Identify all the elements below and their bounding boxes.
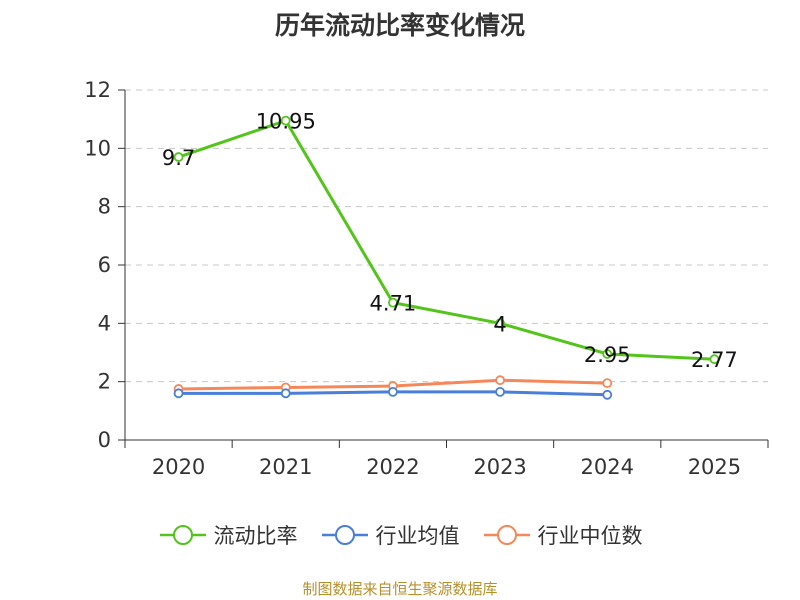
legend-marker-industry-median [483,525,530,545]
series-0-point-2023[interactable] [495,318,505,329]
data-label-2024: 2.95 [584,343,631,367]
legend-label-current-ratio: 流动比率 [213,524,298,548]
legend-item-current-ratio[interactable]: 流动比率 [158,520,298,550]
x-tick-label-2021: 2021 [259,455,312,479]
series-0-point-2024[interactable] [602,349,613,359]
legend-marker-current-ratio [159,525,206,545]
x-tick-label-2023: 2023 [473,455,526,479]
data-label-2025: 2.77 [691,348,738,372]
series-0-point-2022[interactable] [388,297,398,308]
data-label-2022: 4.71 [370,292,417,316]
series-1-point-2024[interactable] [602,389,613,400]
series-0-point-2021[interactable] [280,115,291,126]
x-tick-label-2022: 2022 [366,455,419,479]
chart-legend: 流动比率 行业均值 行业中位数 [0,520,800,550]
series-0-point-2025[interactable] [709,354,720,365]
data-label-2023: 4 [493,312,506,336]
data-label-2021: 10.95 [256,110,316,134]
legend-label-industry-mean: 行业均值 [375,524,460,548]
legend-item-industry-median[interactable]: 行业中位数 [482,520,643,550]
y-tick-label-6: 6 [98,253,111,277]
y-tick-label-10: 10 [84,136,111,160]
y-tick-label-8: 8 [98,195,111,219]
data-label-2020: 9.7 [162,146,195,170]
series-line-0 [178,119,715,361]
y-tick-label-2: 2 [98,370,111,394]
series-0-point-2020[interactable] [173,152,184,162]
series-1-point-2022[interactable] [388,386,398,397]
series-1-point-2020[interactable] [173,388,184,399]
legend-marker-industry-mean [321,525,368,545]
series-1-point-2021[interactable] [280,388,291,399]
source-note: 制图数据来自恒生聚源数据库 [302,580,498,598]
x-tick-label-2025: 2025 [688,455,741,479]
x-tick-label-2024: 2024 [581,455,634,479]
series-2-point-2024[interactable] [602,378,613,389]
x-tick-label-2020: 2020 [152,455,205,479]
y-tick-label-12: 12 [84,78,111,102]
series-1-point-2023[interactable] [495,386,505,397]
y-tick-label-0: 0 [98,428,111,452]
y-tick-label-4: 4 [98,311,111,335]
chart-title: 历年流动比率变化情况 [274,11,525,40]
series-2-point-2023[interactable] [495,375,505,386]
legend-item-industry-mean[interactable]: 行业均值 [320,520,460,550]
legend-label-industry-median: 行业中位数 [537,524,643,548]
